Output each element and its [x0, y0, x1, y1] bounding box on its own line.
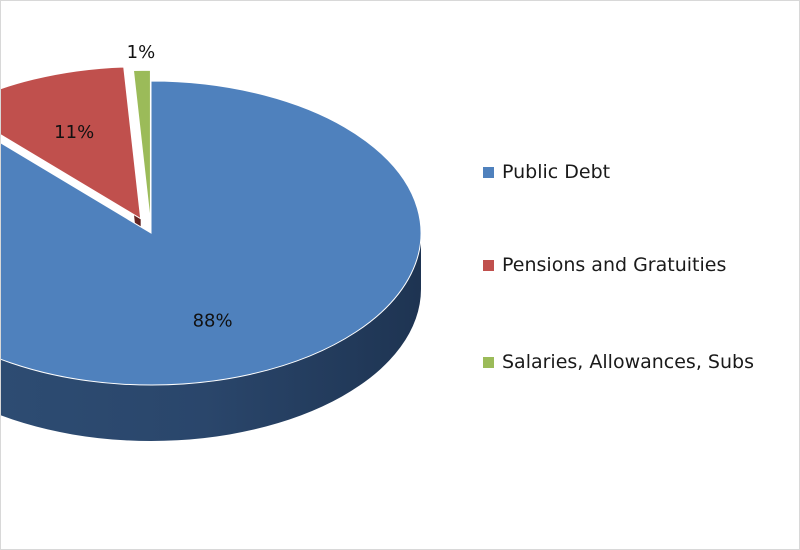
pie-slice-salaries [132, 69, 151, 223]
legend-swatch-public-debt [483, 166, 494, 178]
data-label-public-debt: 88% [193, 311, 233, 332]
legend-item-pensions: Pensions and Gratuities [483, 254, 726, 276]
legend-label-pensions: Pensions and Gratuities [502, 254, 727, 276]
pie-slice-pensions [1, 66, 142, 220]
legend-label-salaries: Salaries, Allowances, Subs [502, 351, 754, 373]
legend-swatch-salaries [483, 356, 494, 368]
data-label-pensions: 11% [54, 122, 94, 143]
legend-item-salaries: Salaries, Allowances, Subs [483, 351, 754, 373]
legend-swatch-pensions [483, 259, 494, 271]
pie-slice-public-debt [1, 80, 422, 386]
data-label-salaries: 1% [127, 42, 156, 63]
legend-item-public-debt: Public Debt [483, 161, 610, 183]
legend-label-public-debt: Public Debt [502, 161, 611, 183]
